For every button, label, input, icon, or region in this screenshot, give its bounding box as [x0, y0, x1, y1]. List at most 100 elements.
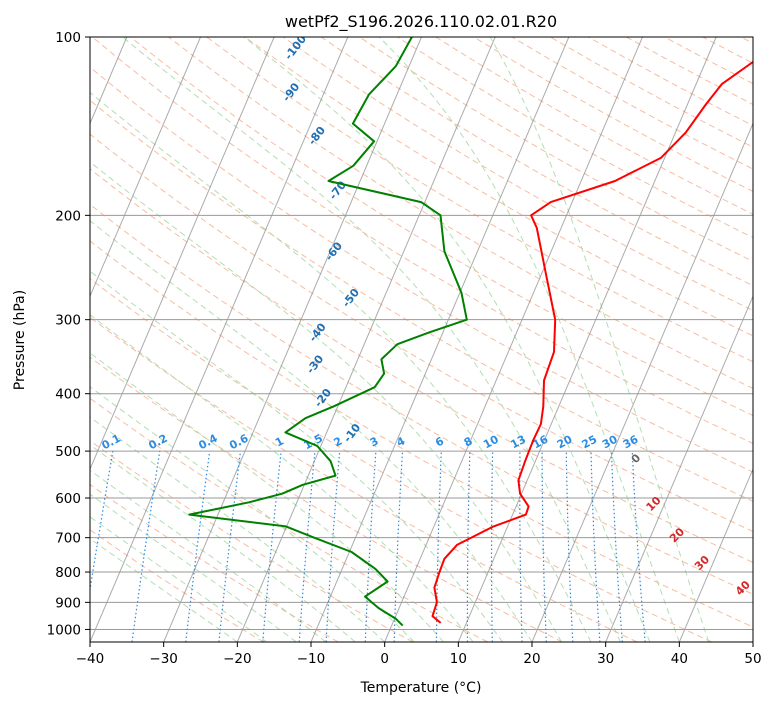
mixing-ratio-label: 36 [621, 433, 641, 452]
mixing-ratio-label: 8 [462, 434, 475, 449]
dry-adiabat-line [664, 37, 753, 85]
mixing-ratio-line [631, 451, 646, 642]
moist-adiabat-line [243, 37, 651, 642]
y-axis-ticks: 100 200 300 400 500 600 700 800 900 1000 [47, 30, 90, 638]
y-tick-label: 1000 [47, 622, 81, 638]
dry-adiabat-label: 10 [644, 494, 664, 514]
isotherm-line [457, 37, 717, 642]
isotherm-line [531, 122, 753, 642]
x-tick-label: −10 [297, 651, 326, 667]
moist-adiabat-line [90, 220, 533, 642]
mixing-ratio-label: 0.4 [196, 432, 220, 453]
mixing-ratio-label: 0.2 [146, 432, 169, 453]
isotherm-line [384, 37, 643, 642]
isotherm-line [605, 295, 753, 642]
x-tick-label: −20 [223, 651, 252, 667]
y-axis-label: Pressure (hPa) [12, 290, 28, 390]
isotherms [90, 37, 753, 642]
x-tick-label: 0 [380, 651, 389, 667]
dewpoint-line [188, 37, 468, 627]
x-tick-label: 10 [450, 651, 467, 667]
dry-adiabat-line [435, 37, 753, 215]
moist-adiabat-label: -50 [340, 286, 363, 310]
mixing-ratio-label: 1 [273, 434, 286, 449]
moist-adiabat-line [90, 444, 356, 642]
isotherm-line [90, 37, 201, 298]
mixing-ratio-line [565, 451, 574, 642]
moist-adiabat-line [90, 314, 474, 642]
y-tick-label: 900 [55, 595, 81, 611]
y-tick-label: 100 [55, 30, 81, 46]
dry-adiabats [90, 37, 753, 642]
moist-adiabat-line [90, 537, 238, 642]
moist-adiabat-line [122, 37, 621, 642]
moist-adiabat-line [378, 37, 680, 642]
chart-title: wetPf2_S196.2026.110.02.01.R20 [285, 12, 557, 32]
dry-adiabat-label: 30 [692, 553, 712, 573]
moist-adiabat-line [90, 352, 444, 642]
moist-adiabat-label: -40 [306, 320, 329, 344]
mixing-ratio-label: 25 [580, 433, 600, 452]
dry-adiabat-line [282, 37, 753, 312]
dry-adiabat-line [588, 37, 753, 127]
moist-adiabat-label: -60 [323, 239, 346, 263]
moist-adiabat-line [90, 469, 327, 642]
moist-adiabats [90, 37, 710, 642]
y-tick-label: 700 [55, 531, 81, 547]
isotherm-line [90, 37, 275, 471]
dry-adiabat-line [168, 37, 753, 389]
mixing-ratio-line [490, 451, 494, 642]
moist-adiabat-line [90, 416, 386, 642]
isotherm-line [236, 37, 496, 642]
mixing-ratio-line [519, 451, 523, 642]
dry-adiabat-line [90, 133, 753, 533]
mixing-ratio-label: 30 [600, 433, 620, 452]
moist-adiabat-line [90, 91, 592, 642]
mixing-ratio-lines [90, 450, 646, 642]
dry-adiabat-line [90, 316, 638, 642]
mixing-ratio-label: 20 [555, 433, 575, 452]
y-tick-label: 400 [55, 387, 81, 403]
mixing-ratio-line [131, 451, 161, 642]
moist-adiabat-label: -90 [280, 80, 303, 104]
y-tick-label: 500 [55, 444, 81, 460]
dry-adiabat-line [740, 37, 753, 44]
mixing-ratio-label: 3 [368, 434, 381, 449]
mixing-ratio-label: 4 [394, 434, 407, 449]
y-tick-label: 600 [55, 491, 81, 507]
mixing-ratio-label: 13 [508, 433, 528, 452]
dry-adiabat-line [702, 37, 753, 64]
dry-adiabat-line [244, 37, 753, 337]
mixing-ratio-label: 10 [481, 433, 501, 452]
isotherm-line [90, 37, 349, 642]
mixing-ratio-line [466, 451, 471, 642]
mixing-ratio-label: 6 [433, 434, 446, 449]
mixing-ratio-line [185, 451, 211, 642]
x-axis-label: Temperature (°C) [360, 680, 482, 696]
y-tick-label: 800 [55, 565, 81, 581]
x-tick-label: 40 [671, 651, 688, 667]
isotherm-line [752, 640, 753, 642]
dry-adiabat-label: 20 [667, 525, 687, 545]
x-tick-label: 20 [523, 651, 540, 667]
mixing-ratio-line [364, 451, 377, 642]
mixing-ratio-line [590, 451, 601, 642]
pressure-gridlines [90, 37, 753, 630]
mixing-ratio-line [435, 451, 442, 642]
sounding-series [188, 37, 753, 627]
moist-adiabat-label: -30 [304, 352, 327, 376]
dry-adiabat-label: 40 [733, 578, 753, 598]
moist-adiabat-line [90, 161, 562, 642]
moist-adiabat-line [90, 270, 503, 642]
dry-adiabat-line [90, 278, 712, 642]
x-tick-label: −40 [76, 651, 105, 667]
dry-adiabat-line [90, 397, 488, 642]
dry-adiabat-line [511, 37, 753, 170]
mixing-ratio-line [90, 450, 114, 594]
dry-adiabat-line [90, 99, 753, 502]
plot-area: 0.1 0.2 0.4 0.6 1 1.5 2 3 4 6 8 10 13 16 20 25 30 3601020… [90, 37, 753, 642]
isotherm-line [163, 37, 422, 642]
moist-adiabat-line [489, 37, 710, 642]
y-tick-label: 300 [55, 313, 81, 329]
